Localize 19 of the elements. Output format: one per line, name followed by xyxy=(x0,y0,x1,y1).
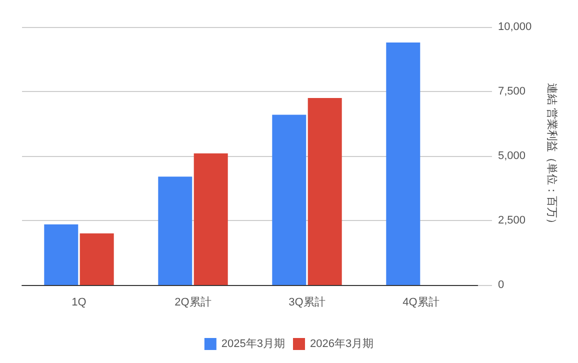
bar xyxy=(386,42,420,285)
x-tick-label: 4Q累計 xyxy=(402,296,440,308)
legend-label: 2025年3月期 xyxy=(221,338,286,350)
bar xyxy=(272,114,306,285)
y-tick-label: 0 xyxy=(498,279,504,291)
x-tick-label: 2Q累計 xyxy=(174,296,212,308)
bar xyxy=(158,176,192,285)
y-tick-label: 7,500 xyxy=(498,86,526,98)
y-tick-label: 2,500 xyxy=(498,214,526,226)
bar xyxy=(80,233,114,285)
y-tick-label: 5,000 xyxy=(498,150,526,162)
x-tick-label: 1Q xyxy=(72,296,87,308)
y-tick-label: 10,000 xyxy=(498,21,532,33)
x-tick-label: 3Q累計 xyxy=(288,296,326,308)
y-axis-title: 連結 営業利益（単位：百万） xyxy=(546,82,558,230)
bar xyxy=(308,98,342,285)
bar xyxy=(194,153,228,285)
legend-label: 2026年3月期 xyxy=(310,338,374,350)
bar xyxy=(44,224,78,285)
